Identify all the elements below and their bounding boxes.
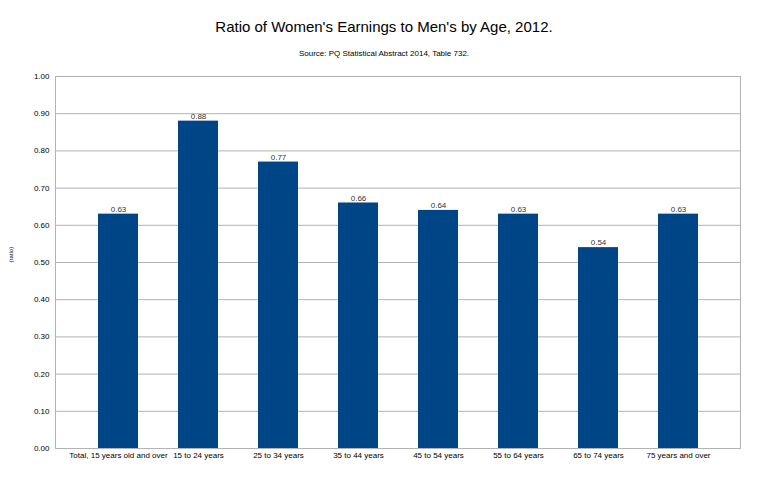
svg-text:15 to 24 years: 15 to 24 years [173, 451, 224, 460]
svg-text:35 to 44 years: 35 to 44 years [333, 451, 384, 460]
svg-text:0.70: 0.70 [34, 184, 50, 193]
html-text:Ratio of Women's Earnings to M: Ratio of Women's Earnings to Men's by Ag… [215, 18, 553, 35]
svg-text:0.60: 0.60 [34, 221, 50, 230]
svg-text:0.54: 0.54 [591, 238, 607, 247]
svg-text:0.90: 0.90 [34, 109, 50, 118]
svg-text:1.00: 1.00 [34, 72, 50, 81]
svg-text:0.80: 0.80 [34, 146, 50, 155]
svg-text:45 to 54 years: 45 to 54 years [413, 451, 464, 460]
svg-text:75 years and over: 75 years and over [646, 451, 710, 460]
svg-text:0.88: 0.88 [191, 112, 207, 121]
svg-text:0.10: 0.10 [34, 407, 50, 416]
svg-text:0.30: 0.30 [34, 332, 50, 341]
svg-text:65 to 74 years: 65 to 74 years [573, 451, 624, 460]
svg-text:0.63: 0.63 [671, 205, 687, 214]
svg-text:0.40: 0.40 [34, 295, 50, 304]
svg-text:0.50: 0.50 [34, 258, 50, 267]
svg-text:0.77: 0.77 [271, 153, 287, 162]
svg-text:0.63: 0.63 [111, 205, 127, 214]
svg-text:0.66: 0.66 [351, 194, 367, 203]
svg-text:55 to 64 years: 55 to 64 years [493, 451, 544, 460]
svg-text:(ratio): (ratio) [8, 247, 14, 263]
svg-text:0.64: 0.64 [431, 201, 447, 210]
svg-text:0.63: 0.63 [511, 205, 527, 214]
svg-text:Total, 15 years old and over: Total, 15 years old and over [69, 451, 168, 460]
svg-text:0.00: 0.00 [34, 444, 50, 453]
svg-text:0.20: 0.20 [34, 370, 50, 379]
svg-text:25 to 34 years: 25 to 34 years [253, 451, 304, 460]
html-text:Source: PQ Statistical Abstrac: Source: PQ Statistical Abstract 2014, Ta… [298, 49, 470, 58]
